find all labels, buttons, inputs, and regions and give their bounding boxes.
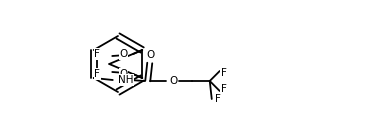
- Text: O: O: [119, 69, 128, 79]
- Text: F: F: [94, 49, 100, 59]
- Text: NH: NH: [118, 75, 133, 85]
- Text: F: F: [221, 84, 227, 94]
- Text: O: O: [147, 50, 155, 60]
- Text: O: O: [170, 76, 178, 86]
- Text: F: F: [221, 68, 227, 78]
- Text: F: F: [215, 94, 221, 104]
- Text: O: O: [119, 49, 128, 59]
- Text: F: F: [94, 69, 100, 79]
